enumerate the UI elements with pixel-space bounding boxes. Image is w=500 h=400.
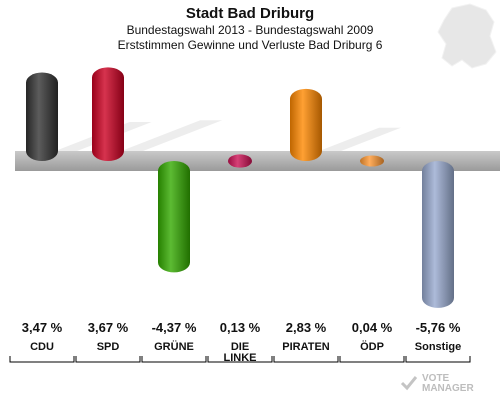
category-label: GRÜNE bbox=[154, 340, 194, 353]
category-bracket bbox=[273, 356, 339, 363]
germany-map-icon bbox=[437, 3, 497, 69]
chart-subtitle-2: Erststimmen Gewinne und Verluste Bad Dri… bbox=[117, 38, 383, 52]
category-label: LINKE bbox=[224, 352, 257, 364]
category-bracket bbox=[207, 356, 273, 363]
watermark-line-1: VOTE bbox=[422, 373, 450, 384]
bar-spd bbox=[92, 67, 124, 161]
category-label: DIE bbox=[231, 341, 249, 353]
value-label: 0,04 % bbox=[352, 320, 393, 335]
category-label: CDU bbox=[30, 341, 54, 353]
vote-manager-logo: VOTE MANAGER bbox=[400, 373, 492, 394]
bar-piraten bbox=[290, 88, 322, 161]
category-label: ÖDP bbox=[360, 340, 384, 353]
chart-title: Stadt Bad Driburg bbox=[185, 5, 315, 22]
value-label: 0,13 % bbox=[220, 320, 261, 335]
bar-die-linke bbox=[228, 154, 252, 168]
category-bracket bbox=[405, 356, 471, 363]
value-label: 2,83 % bbox=[286, 320, 327, 335]
bar-grüne bbox=[158, 161, 190, 273]
category-label: Sonstige bbox=[415, 341, 461, 353]
category-label: PIRATEN bbox=[282, 341, 330, 353]
bar-sonstige bbox=[422, 161, 454, 308]
bar-shadow bbox=[116, 120, 223, 153]
category-bracket bbox=[9, 356, 75, 363]
value-label: 3,47 % bbox=[22, 320, 63, 335]
value-label: -4,37 % bbox=[152, 320, 197, 335]
watermark-line-2: MANAGER bbox=[422, 383, 474, 394]
category-bracket bbox=[141, 356, 207, 363]
bar-ödp bbox=[360, 155, 384, 167]
value-label: 3,67 % bbox=[88, 320, 129, 335]
chart-subtitle: Bundestagswahl 2013 - Bundestagswahl 200… bbox=[126, 23, 374, 37]
category-bracket bbox=[75, 356, 141, 363]
zero-band bbox=[15, 151, 500, 171]
value-label: -5,76 % bbox=[416, 320, 461, 335]
bar-shadow bbox=[314, 127, 401, 153]
category-label: SPD bbox=[97, 341, 120, 353]
bar-cdu bbox=[26, 72, 58, 161]
checkmark-icon bbox=[400, 376, 418, 391]
category-bracket bbox=[339, 356, 405, 363]
